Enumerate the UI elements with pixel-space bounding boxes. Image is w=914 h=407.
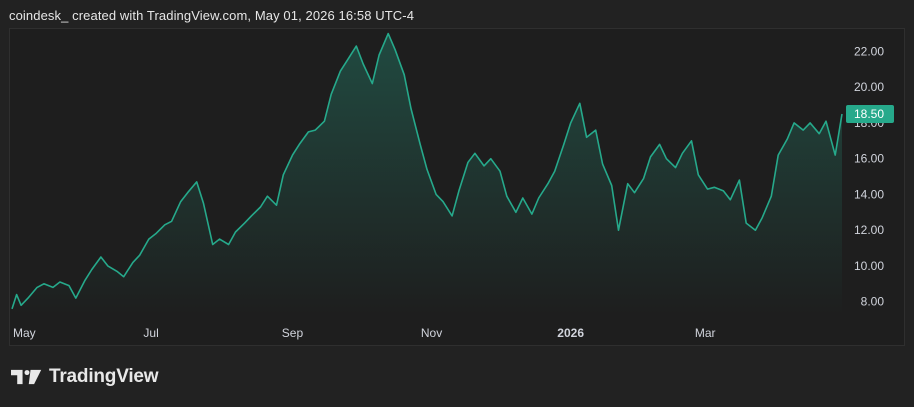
x-tick-label: Sep — [282, 326, 304, 340]
y-tick-label: 12.00 — [854, 223, 884, 237]
y-tick-label: 10.00 — [854, 259, 884, 273]
price-area-fill — [12, 33, 842, 316]
x-tick-label: May — [13, 326, 36, 340]
x-tick-label: Jul — [143, 326, 158, 340]
brand-name: TradingView — [49, 366, 159, 387]
last-price-badge — [846, 105, 894, 124]
x-tick-label: 2026 — [557, 326, 584, 340]
tradingview-logo-icon — [11, 369, 42, 385]
y-tick-label: 14.00 — [854, 187, 884, 201]
x-tick-label: Nov — [421, 326, 442, 340]
chart-attribution: coindesk_ created with TradingView.com, … — [9, 8, 415, 23]
y-tick-label: 22.00 — [854, 44, 884, 58]
y-tick-label: 8.00 — [861, 295, 885, 309]
tradingview-brand[interactable]: TradingView — [11, 366, 159, 388]
last-price-label: 18.50 — [854, 107, 884, 121]
price-series-line — [11, 32, 843, 310]
y-tick-label: 20.00 — [854, 80, 884, 94]
x-tick-label: Mar — [695, 326, 716, 340]
y-tick-label: 16.00 — [854, 152, 884, 166]
